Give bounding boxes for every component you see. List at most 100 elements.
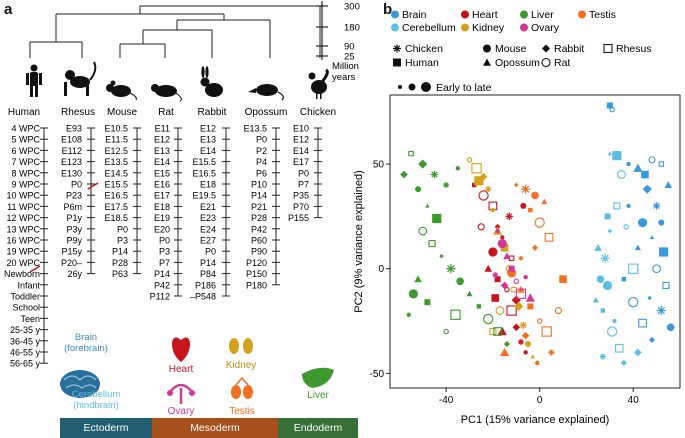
data-point-ovary — [497, 238, 507, 249]
species-name-rhesus: Rhesus — [61, 107, 95, 118]
germ-layer-mesoderm: Mesoderm — [152, 418, 278, 438]
species-name-human: Human — [8, 107, 40, 118]
legend-species-human: Human — [405, 57, 439, 69]
x-tick-label: 0 — [537, 395, 543, 406]
data-point-testis — [534, 217, 545, 228]
data-point-liver — [476, 304, 482, 309]
chicken-timeline-stage-label: P7 — [298, 180, 309, 190]
rabbit-timeline-stage-label: P186 — [195, 280, 216, 290]
testis-icon — [243, 385, 253, 399]
mouse-timeline-stage-label: E15.5 — [104, 180, 128, 190]
data-point-brain — [658, 219, 665, 226]
data-point-liver — [408, 289, 418, 299]
data-point-liver — [455, 166, 461, 171]
data-point-heart — [484, 264, 493, 272]
rhesus-icon — [64, 82, 67, 96]
data-point-liver — [483, 313, 494, 325]
rat-timeline-stage-label: E15 — [154, 168, 170, 178]
data-point-heart — [488, 247, 498, 257]
legend-label-liver: Liver — [531, 9, 554, 21]
data-point-kidney — [524, 341, 531, 348]
opossum-timeline-stage-label: E13.5 — [243, 124, 267, 134]
opossum-timeline-stage-label: P10 — [251, 180, 267, 190]
rhesus-icon — [65, 70, 75, 80]
data-point-liver — [446, 264, 456, 274]
legend-symbol-opossum — [483, 58, 491, 66]
opossum-timeline-stage-label: P21 — [251, 202, 267, 212]
data-point-liver — [443, 181, 450, 188]
species-silhouettes — [26, 61, 329, 102]
organ-label-ovary: Ovary — [168, 406, 195, 417]
rat-timeline-stage-label: E11 — [155, 124, 170, 134]
ovary-icon — [189, 390, 195, 396]
legend-species-chicken: Chicken — [405, 43, 443, 55]
mouse-timeline-stage-label: P3 — [117, 236, 128, 246]
data-point-brain — [659, 247, 669, 257]
rat-timeline-stage-label: P0 — [159, 236, 170, 246]
liver-icon — [302, 367, 334, 388]
rabbit-timeline-stage-label: P84 — [200, 269, 216, 279]
rhesus-icon — [70, 76, 90, 88]
rabbit-timeline-stage-label: E19.5 — [192, 191, 216, 201]
series-liver — [400, 150, 510, 348]
data-point-testis — [532, 244, 538, 251]
human-timeline-stage-label: 8 WPC — [11, 168, 40, 178]
rabbit-timeline-stage-label: P14 — [200, 258, 216, 268]
human-timeline-stage-label: 12 WPC — [6, 213, 40, 223]
scale-unit-label: years — [332, 72, 355, 83]
legend-dot-heart — [461, 10, 469, 19]
data-point-testis — [541, 198, 548, 205]
mouse-timeline-stage-label: P63 — [112, 269, 128, 279]
organ-label-brain-region: (forebrain) — [64, 343, 108, 354]
data-point-testis — [541, 326, 552, 337]
data-point-kidney — [479, 172, 488, 181]
organ-label-kidney: Kidney — [226, 360, 257, 371]
data-point-brain — [621, 276, 627, 282]
opossum-timeline-stage-label: P4 — [256, 157, 267, 167]
opossum-timeline-stage-label: P6 — [256, 168, 267, 178]
mouse-timeline-stage-label: E16.5 — [104, 191, 128, 201]
legend-label-testis: Testis — [589, 9, 616, 21]
rhesus-timeline-stage-label: P9y — [66, 236, 82, 246]
x-tick-label: -40 — [439, 395, 454, 406]
legend-dot-kidney — [461, 23, 469, 32]
data-point-testis — [499, 347, 510, 357]
data-point-testis — [514, 182, 519, 188]
series-testis — [499, 182, 567, 366]
data-point-heart — [506, 305, 517, 316]
legend-symbol-rabbit — [542, 44, 550, 53]
data-point-liver — [406, 312, 411, 317]
data-point-liver — [400, 170, 408, 179]
human-icon — [26, 73, 29, 85]
y-tick-label: -50 — [370, 369, 385, 380]
mouse-timeline-stage-label: E14.5 — [104, 168, 128, 178]
mouse-icon — [129, 92, 137, 101]
data-point-liver — [443, 328, 449, 335]
chicken-icon — [320, 68, 329, 83]
human-timeline-stage-label: 46-55 y — [10, 348, 41, 358]
testis-icon — [235, 376, 249, 386]
data-point-cerebellum — [617, 170, 626, 179]
data-point-heart — [477, 223, 485, 231]
rhesus-timeline-stage-label: E112 — [62, 146, 82, 156]
data-point-heart — [512, 323, 521, 332]
x-axis-label: PC1 (15% variance explained) — [461, 414, 610, 426]
rabbit-timeline-stage-label: E12 — [200, 124, 216, 134]
data-point-brain — [652, 202, 661, 210]
mouse-timeline-stage-label: E10.5 — [104, 124, 128, 134]
ovary-icon — [169, 383, 193, 404]
rabbit-icon — [205, 66, 209, 78]
ovary-icon — [167, 390, 173, 396]
data-point-brain — [658, 161, 665, 167]
data-point-kidney — [530, 354, 535, 359]
human-icon — [35, 85, 38, 97]
human-timeline-stage-label: 11 WPC — [7, 202, 40, 212]
rhesus-icon — [89, 61, 97, 81]
rabbit-timeline-stage-label: E13 — [200, 135, 216, 145]
data-point-liver — [443, 182, 449, 188]
data-point-cerebellum — [607, 151, 613, 156]
data-point-ovary — [495, 228, 500, 234]
data-point-testis — [528, 207, 533, 213]
opossum-timeline-stage-label: P180 — [246, 280, 267, 290]
